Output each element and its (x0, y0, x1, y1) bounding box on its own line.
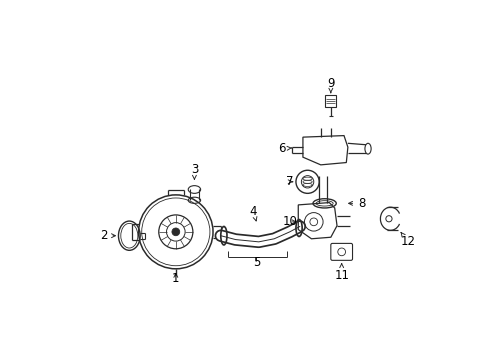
Ellipse shape (364, 143, 370, 154)
Text: 5: 5 (252, 256, 260, 269)
Text: 11: 11 (333, 264, 348, 282)
Text: 10: 10 (282, 215, 297, 228)
Text: 6: 6 (278, 142, 291, 155)
Text: 8: 8 (348, 197, 365, 210)
Text: 12: 12 (400, 233, 415, 248)
Text: 2: 2 (100, 229, 115, 242)
Text: 4: 4 (249, 204, 257, 221)
FancyBboxPatch shape (325, 95, 336, 107)
Text: 1: 1 (172, 272, 179, 285)
Text: 3: 3 (190, 163, 198, 179)
Text: 9: 9 (326, 77, 334, 93)
Circle shape (172, 228, 179, 236)
Text: 7: 7 (285, 175, 293, 188)
